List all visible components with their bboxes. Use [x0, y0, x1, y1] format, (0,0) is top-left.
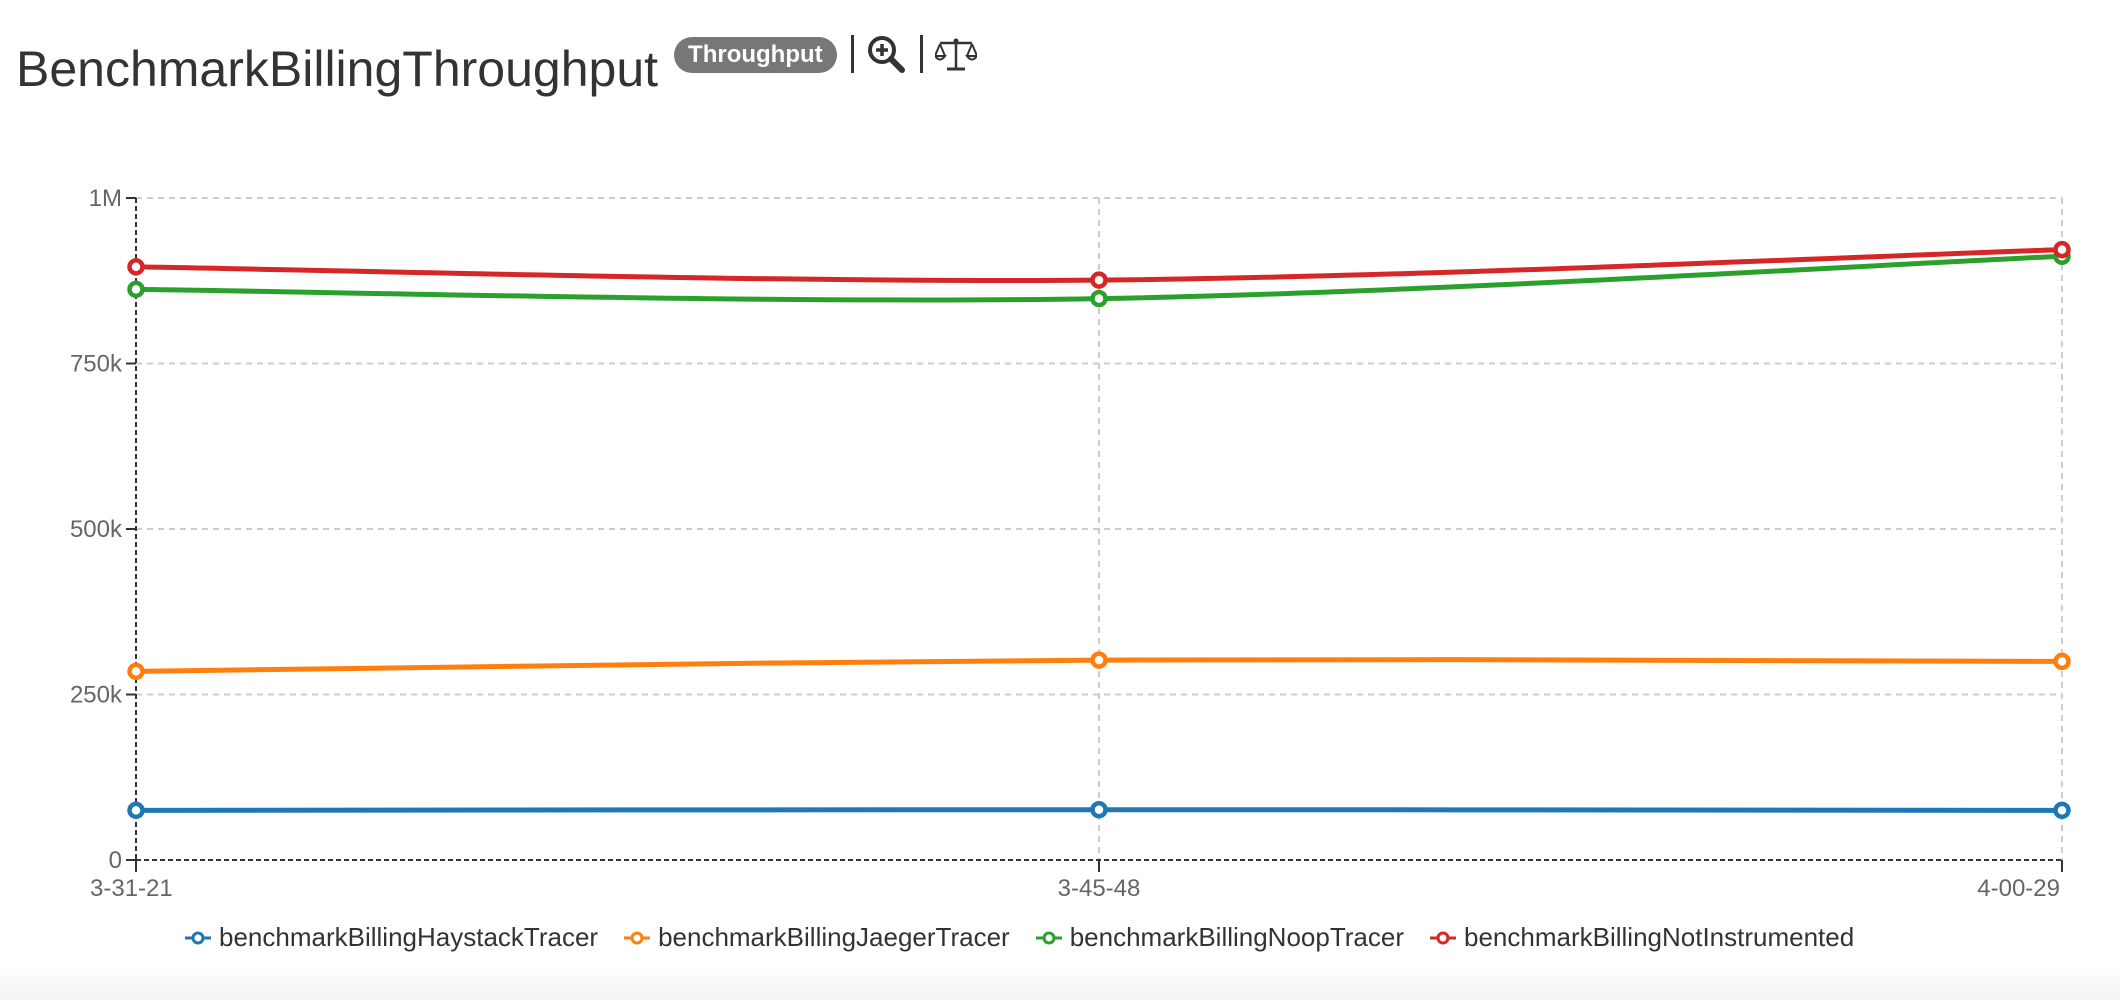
legend-item-benchmarkBillingNoopTracer[interactable]: benchmarkBillingNoopTracer — [1035, 922, 1404, 953]
legend-item-benchmarkBillingNotInstrumented[interactable]: benchmarkBillingNotInstrumented — [1430, 922, 1854, 953]
data-point-benchmarkBillingHaystackTracer — [1090, 800, 1108, 819]
x-tick-label: 3-45-48 — [1058, 875, 1141, 902]
scale-icon[interactable] — [934, 36, 977, 72]
chart-legend: benchmarkBillingHaystackTracer benchmarkB… — [185, 922, 1854, 953]
line-chart: 0 250k 500k 750k 1M 3-31-21 3-45-48 4-00-29 — [70, 185, 2071, 902]
separator — [919, 35, 923, 73]
legend-label: benchmarkBillingNoopTracer — [1069, 922, 1404, 952]
legend-swatch — [1430, 931, 1456, 944]
data-point-benchmarkBillingJaegerTracer — [1090, 651, 1108, 669]
legend-swatch — [624, 931, 651, 944]
y-tick-label: 750k — [70, 351, 123, 378]
legend-item-benchmarkBillingHaystackTracer[interactable]: benchmarkBillingHaystackTracer — [185, 922, 598, 953]
legend-label: benchmarkBillingHaystackTracer — [219, 922, 599, 952]
footer-shade — [0, 965, 2120, 1000]
legend-label: benchmarkBillingJaegerTracer — [658, 922, 1010, 952]
legend-item-benchmarkBillingJaegerTracer[interactable]: benchmarkBillingJaegerTracer — [624, 922, 1010, 953]
data-point-benchmarkBillingNotInstrumented — [1090, 271, 1108, 289]
data-point-benchmarkBillingHaystackTracer — [2053, 801, 2071, 820]
zoom-in-icon[interactable] — [866, 34, 906, 74]
data-point-benchmarkBillingNotInstrumented — [2053, 240, 2071, 259]
data-point-benchmarkBillingNoopTracer — [1090, 289, 1108, 308]
metric-badge[interactable]: Throughput — [674, 37, 837, 73]
data-point-benchmarkBillingJaegerTracer — [2053, 652, 2071, 671]
data-point-benchmarkBillingNotInstrumented — [127, 258, 145, 276]
separator — [850, 35, 854, 73]
x-tick-label: 3-31-21 — [90, 875, 173, 902]
legend-swatch — [1035, 931, 1062, 944]
x-tick-label: 4-00-29 — [1977, 875, 2060, 902]
chart-title: BenchmarkBillingThroughput — [16, 41, 659, 97]
data-point-benchmarkBillingHaystackTracer — [127, 801, 145, 820]
data-point-benchmarkBillingJaegerTracer — [127, 662, 145, 681]
y-tick-label: 500k — [70, 516, 123, 543]
y-tick-label: 1M — [89, 185, 122, 212]
legend-swatch — [185, 931, 211, 944]
data-point-benchmarkBillingNoopTracer — [127, 280, 145, 299]
legend-label: benchmarkBillingNotInstrumented — [1464, 922, 1855, 952]
y-tick-label: 250k — [70, 682, 123, 709]
chart-header: BenchmarkBillingThroughput Throughput — [16, 24, 977, 104]
y-tick-label: 0 — [109, 847, 122, 874]
